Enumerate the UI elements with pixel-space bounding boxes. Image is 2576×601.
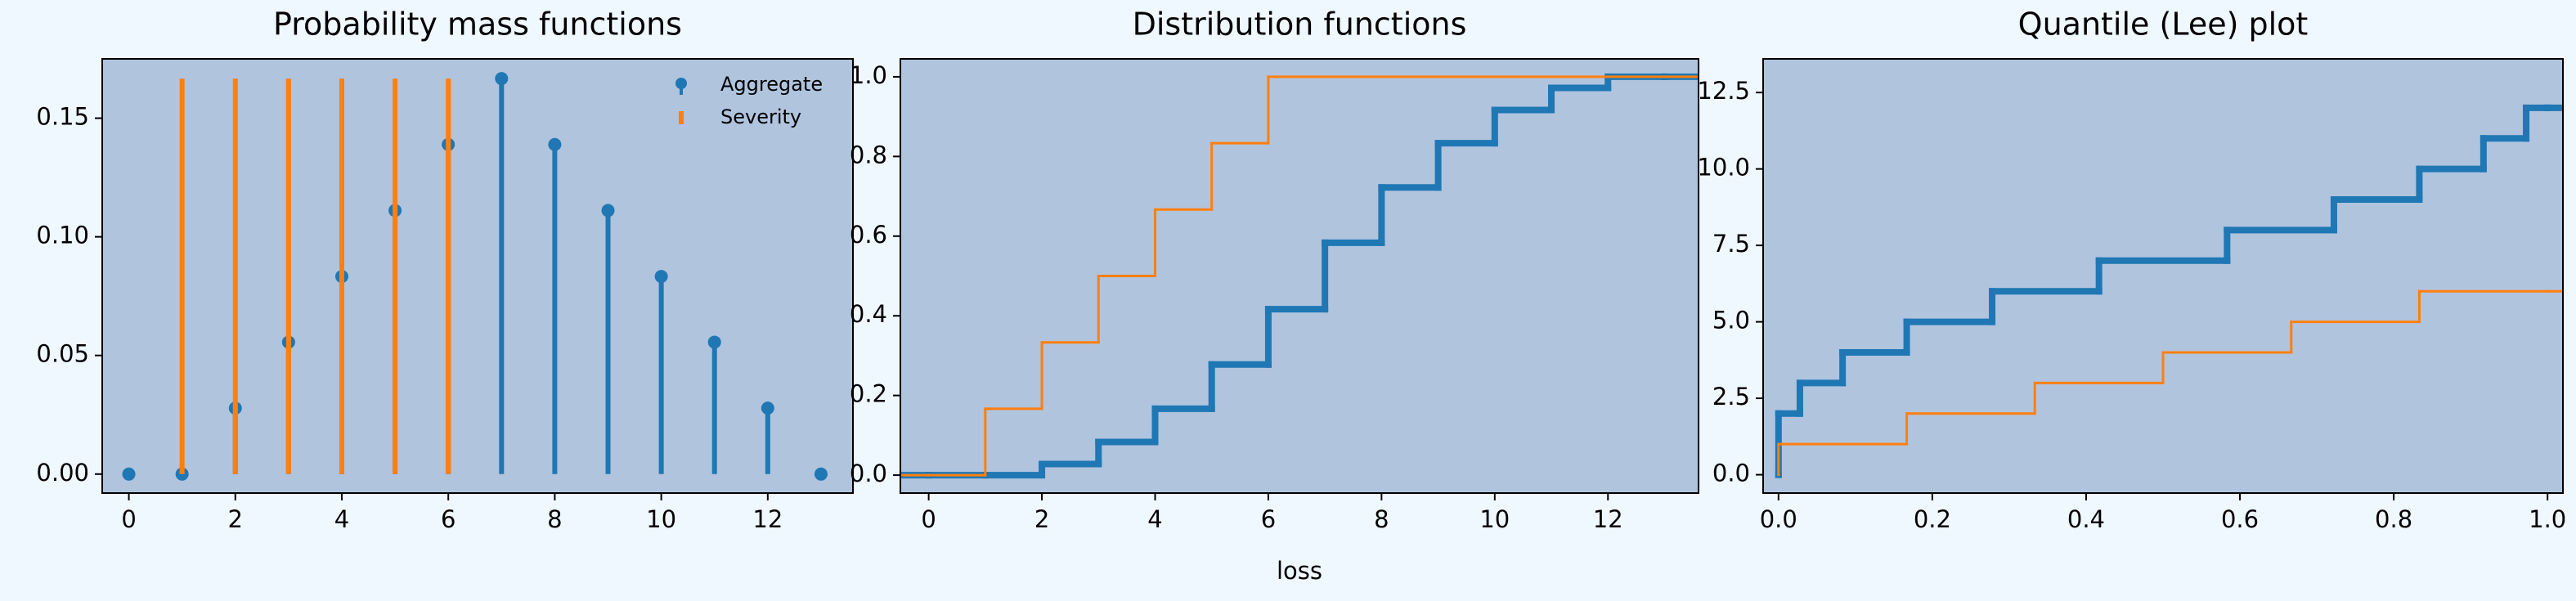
y-tick-label: 0.10 xyxy=(36,222,89,249)
y-tick-label: 0.00 xyxy=(36,459,89,487)
axes-frame xyxy=(1762,58,2564,494)
x-tick-label: 0.4 xyxy=(2067,505,2105,533)
x-tick-label: 8 xyxy=(547,505,562,533)
x-tick-label: 0.6 xyxy=(2221,505,2259,533)
legend-label: Severity xyxy=(720,105,801,128)
panel-title: Quantile (Lee) plot xyxy=(2018,7,2309,43)
y-tick-label: 0.05 xyxy=(36,340,89,368)
panel-title: Probability mass functions xyxy=(273,7,682,43)
x-tick-label: 4 xyxy=(334,505,349,533)
plot-area xyxy=(122,72,828,481)
x-tick-label: 0.0 xyxy=(1760,505,1797,533)
y-tick-label: 0.2 xyxy=(850,380,887,408)
y-tick-label: 1.0 xyxy=(850,61,887,89)
stem-marker xyxy=(814,467,828,481)
x-tick-label: 8 xyxy=(1374,505,1389,533)
axes-frame xyxy=(101,58,854,494)
x-axis-label: loss xyxy=(1277,557,1322,585)
x-tick-label: 0.8 xyxy=(2375,505,2412,533)
stem-marker xyxy=(601,204,615,218)
y-tick-label: 7.5 xyxy=(1712,230,1750,258)
y-tick-label: 0.15 xyxy=(36,103,89,131)
y-tick-label: 0.0 xyxy=(1712,460,1750,487)
plot-area xyxy=(1775,104,2563,478)
x-tick-label: 10 xyxy=(646,505,676,533)
y-tick-label: 12.5 xyxy=(1697,77,1750,105)
x-tick-label: 12 xyxy=(752,505,783,533)
stem-marker xyxy=(707,335,721,349)
axes-frame xyxy=(900,58,1699,494)
x-tick-label: 0 xyxy=(121,505,136,533)
y-tick-label: 0.0 xyxy=(850,460,887,487)
x-tick-label: 1.0 xyxy=(2529,505,2566,533)
stem-marker xyxy=(548,137,562,151)
x-tick-label: 12 xyxy=(1593,505,1623,533)
y-tick-label: 0.6 xyxy=(850,221,887,249)
legend-marker xyxy=(675,78,687,89)
axes-background xyxy=(900,59,1699,493)
stem-marker xyxy=(654,270,668,284)
axes-background xyxy=(1763,59,2563,493)
x-tick-label: 6 xyxy=(441,505,456,533)
stem-marker xyxy=(495,72,509,86)
x-tick-label: 4 xyxy=(1147,505,1162,533)
y-tick-label: 0.4 xyxy=(850,300,887,328)
y-tick-label: 10.0 xyxy=(1697,154,1750,182)
stem-marker xyxy=(122,467,136,481)
x-tick-label: 2 xyxy=(1034,505,1049,533)
y-tick-label: 5.0 xyxy=(1712,307,1750,334)
y-tick-label: 0.8 xyxy=(850,141,887,168)
x-tick-label: 6 xyxy=(1261,505,1276,533)
x-tick-label: 10 xyxy=(1479,505,1510,533)
plot-area xyxy=(900,73,1699,479)
panel-title: Distribution functions xyxy=(1133,7,1467,43)
x-tick-label: 0.2 xyxy=(1914,505,1951,533)
x-tick-label: 0 xyxy=(921,505,936,533)
axes-background xyxy=(102,59,853,493)
x-tick-label: 2 xyxy=(228,505,243,533)
y-tick-label: 2.5 xyxy=(1712,383,1750,410)
stem-marker xyxy=(761,401,774,415)
legend-label: Aggregate xyxy=(720,73,823,96)
